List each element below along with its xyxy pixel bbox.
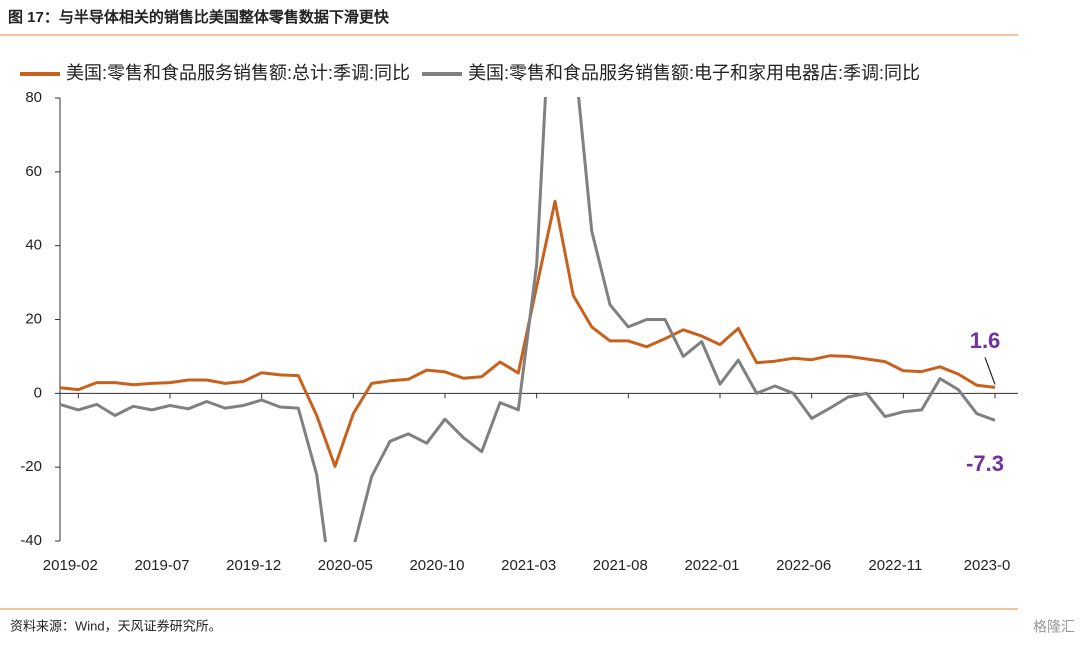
watermark: 格隆汇 <box>1033 619 1075 635</box>
y-tick-label: -40 <box>20 532 42 549</box>
x-tick-label: 2021-03 <box>501 557 556 574</box>
annotation-arrow <box>984 357 996 385</box>
x-tick-label: 2019-12 <box>226 557 281 574</box>
annotation: 1.6 <box>970 328 1001 353</box>
y-tick-label: -20 <box>20 458 42 475</box>
annotation: -7.3 <box>966 451 1004 476</box>
x-tick-label: 2022-11 <box>868 557 922 574</box>
y-tick-label: 40 <box>25 237 42 254</box>
x-tick-label: 2019-07 <box>134 557 189 574</box>
y-tick-label: 20 <box>25 310 42 327</box>
x-tick-label: 2020-05 <box>318 557 373 574</box>
y-tick-label: 60 <box>25 163 42 180</box>
series-line <box>59 97 996 542</box>
legend-label: 美国:零售和食品服务销售额:电子和家用电器店:季调:同比 <box>468 63 920 83</box>
legend-label: 美国:零售和食品服务销售额:总计:季调:同比 <box>66 63 410 83</box>
x-tick-label: 2021-08 <box>593 557 648 574</box>
x-tick-label: 2022-06 <box>776 557 831 574</box>
x-tick-label: 2020-10 <box>409 557 464 574</box>
y-tick-label: 80 <box>25 89 42 106</box>
plot-area <box>59 97 996 542</box>
x-tick-label: 2022-01 <box>684 557 739 574</box>
source: 资料来源：Wind，天风证券研究所。 <box>10 618 222 633</box>
x-tick-label: 2019-02 <box>43 557 98 574</box>
y-tick-label: 0 <box>34 384 42 401</box>
chart-title: 图 17：与半导体相关的销售比美国整体零售数据下滑更快 <box>8 8 390 26</box>
x-tick-label: 2023-0 <box>964 557 1011 574</box>
